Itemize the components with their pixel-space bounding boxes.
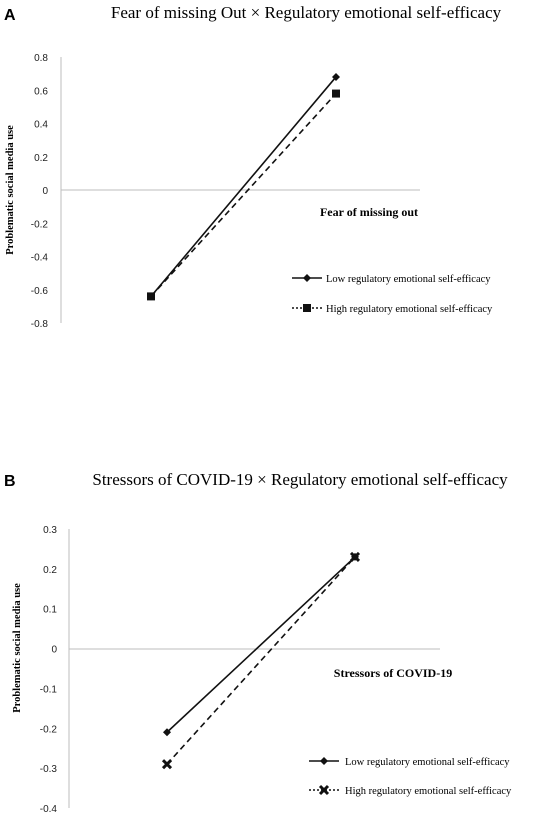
panel-a-legend-label-2: High regulatory emotional self-efficacy (326, 304, 493, 315)
panel-a-series-2-point (332, 89, 340, 98)
panel-a-y-tick-label: 0.6 (34, 86, 48, 97)
panel-a-y-axis-label: Problematic social media use (5, 125, 16, 255)
panel-b-x-axis-label: Stressors of COVID-19 (334, 666, 452, 680)
panel-b-y-tick-label: 0 (51, 645, 57, 656)
panel-a-legend-label-1: Low regulatory emotional self-efficacy (326, 274, 491, 285)
panel-b-legend-marker-2 (318, 784, 330, 796)
panel-b-y-tick-label: 0.1 (43, 605, 57, 616)
panel-b-series-2-line (166, 556, 356, 765)
panel-a-letter: A (4, 7, 16, 24)
panel-a-series-2-line (150, 93, 337, 297)
panel-b-series-2-point (161, 759, 173, 770)
panel-b-letter: B (4, 473, 16, 490)
panel-a-series-1-point (332, 72, 340, 81)
panel-a-y-tick-label: 0.4 (34, 120, 48, 131)
panel-b-series-1-line (166, 556, 356, 733)
panel-b-y-tick-label: 0.3 (43, 525, 57, 536)
panel-b-y-axis-label: Problematic social media use (12, 583, 23, 713)
panel-a-title: Fear of missing Out × Regulatory emotion… (111, 3, 502, 22)
panel-a-y-tick-label: -0.4 (31, 253, 49, 264)
panel-b-legend-label-2: High regulatory emotional self-efficacy (345, 786, 512, 797)
panel-b-y-tick-label: -0.2 (40, 724, 58, 735)
panel-a-series-1-line (150, 76, 337, 297)
panel-b-series-1-point (163, 728, 171, 737)
panel-b-plot: 0.3 0.2 0.1 0 -0.1 -0.2 -0.3 -0.4 Low regulatory… (40, 525, 512, 815)
panel-a-x-axis-label: Fear of missing out (320, 205, 418, 219)
panel-a-y-tick-label: -0.2 (31, 219, 49, 230)
panel-a-legend-marker-2 (303, 304, 311, 312)
panel-b-y-tick-label: -0.3 (40, 764, 58, 775)
panel-b-y-tick-label: 0.2 (43, 565, 57, 576)
panel-a-series-2-point (147, 292, 155, 301)
panel-a-plot: 0.8 0.6 0.4 0.2 0 -0.2 -0.4 -0.6 -0.8 Low regulat… (31, 53, 493, 330)
panel-b-series-2-point (349, 551, 361, 562)
panel-b-y-tick-label: -0.4 (40, 804, 58, 815)
panel-a-y-tick-label: 0 (42, 186, 48, 197)
panel-a-y-tick-label: 0.8 (34, 53, 48, 64)
panel-b-legend-marker-1 (320, 757, 328, 765)
panel-b-legend-label-1: Low regulatory emotional self-efficacy (345, 757, 510, 768)
panel-a-y-tick-label: 0.2 (34, 153, 48, 164)
panel-b-y-tick-label: -0.1 (40, 684, 58, 695)
panel-a-y-tick-label: -0.8 (31, 319, 49, 330)
panel-a-y-tick-label: -0.6 (31, 286, 49, 297)
panel-a-legend-marker-1 (303, 274, 311, 282)
panel-b-title: Stressors of COVID-19 × Regulatory emoti… (92, 470, 508, 489)
